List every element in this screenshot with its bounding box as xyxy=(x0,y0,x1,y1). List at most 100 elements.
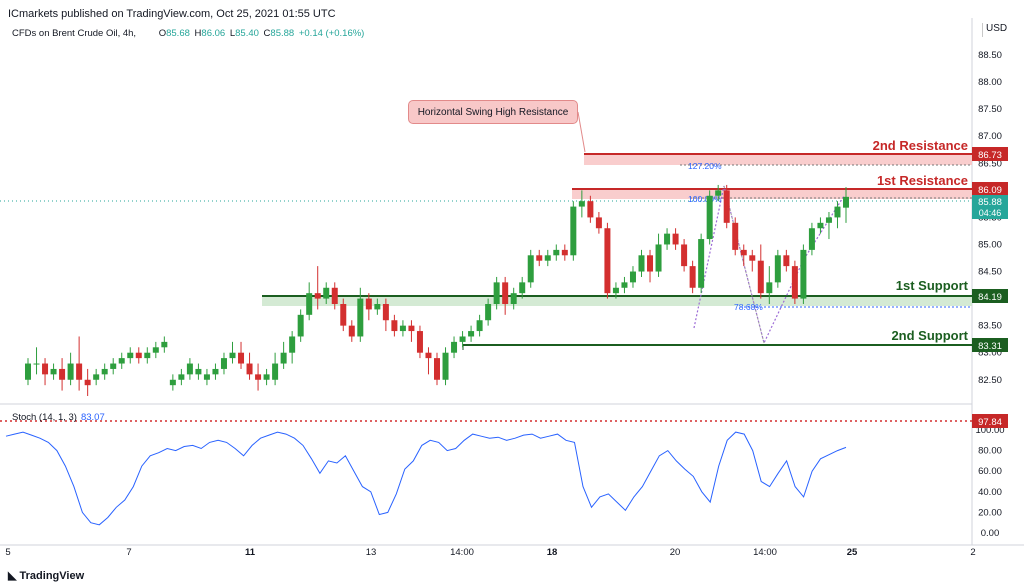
support-1-label: 1st Support xyxy=(896,278,969,293)
candle-body xyxy=(67,363,74,380)
candle-body xyxy=(595,217,602,229)
candle-body xyxy=(340,304,347,326)
candle-body xyxy=(604,228,611,294)
price-tick-3: 87.00 xyxy=(978,131,1002,142)
candle-body xyxy=(323,287,330,299)
candle-body xyxy=(50,368,57,375)
candle-body xyxy=(647,255,654,272)
time-tick-7: 14:00 xyxy=(753,547,777,558)
stoch-tick-0: 100.00 xyxy=(975,425,1004,436)
candle-body xyxy=(817,222,824,229)
candle-body xyxy=(749,255,756,261)
candle-body xyxy=(306,293,313,315)
candle-body xyxy=(621,282,628,288)
stoch-tick-4: 20.00 xyxy=(978,507,1002,518)
candle-body xyxy=(408,325,415,332)
price-tick-11: 83.00 xyxy=(978,348,1002,359)
candle-body xyxy=(272,363,279,380)
candle-body xyxy=(715,190,722,196)
candle-body xyxy=(382,304,389,321)
candle-body xyxy=(519,282,526,294)
s1-price-tag: 84.19 xyxy=(978,292,1002,303)
ohlc-open: O85.68 xyxy=(158,28,190,39)
candle-body xyxy=(459,336,466,342)
candle-body xyxy=(510,293,517,304)
candle-body xyxy=(825,217,832,223)
fib-786-label: 78.60% xyxy=(734,302,763,312)
candle-body xyxy=(527,255,534,283)
candle-body xyxy=(263,374,270,380)
price-tick-8: 84.50 xyxy=(978,267,1002,278)
candle-body xyxy=(127,352,134,359)
tv-logo-icon: ◣ xyxy=(8,570,17,582)
fib-1272-label: 127.20% xyxy=(688,161,722,171)
candle-body xyxy=(493,282,500,304)
ohlc-low: L85.40 xyxy=(229,28,259,39)
stoch-axis[interactable]: 100.00 80.00 60.00 40.00 20.00 0.00 xyxy=(975,425,1004,539)
time-axis[interactable]: 5 7 11 13 14:00 18 20 14:00 25 2 xyxy=(5,547,975,558)
candle-body xyxy=(578,201,585,207)
candle-body xyxy=(33,363,40,365)
candle-body xyxy=(42,363,49,375)
price-tick-7: 85.00 xyxy=(978,239,1002,250)
candle-body xyxy=(374,304,381,310)
candle-body xyxy=(76,363,83,380)
candle-body xyxy=(195,368,202,375)
harmonic-pattern xyxy=(693,185,845,345)
price-tick-12: 82.50 xyxy=(978,375,1002,386)
candle-body xyxy=(664,233,671,245)
candle-body xyxy=(570,206,577,256)
candle-body xyxy=(212,368,219,375)
ohlc-change: +0.14 (+0.16%) xyxy=(298,28,365,39)
candle-body xyxy=(612,287,619,294)
time-tick-5: 18 xyxy=(547,547,558,558)
candle-body xyxy=(178,374,185,380)
candle-body xyxy=(536,255,543,261)
candles-group xyxy=(25,184,849,396)
support-2-label: 2nd Support xyxy=(891,328,968,343)
price-tick-0: 88.50 xyxy=(978,50,1002,61)
candle-body xyxy=(161,341,168,348)
fib-100-label: 100.00% xyxy=(688,194,722,204)
candle-body xyxy=(59,368,66,380)
resistance-1-zone xyxy=(572,189,972,199)
candle-body xyxy=(502,282,509,304)
candle-body xyxy=(118,358,125,364)
r2-price-tag: 86.73 xyxy=(978,150,1002,161)
candle-body xyxy=(399,325,406,332)
currency-selector[interactable]: USD xyxy=(982,23,1007,37)
candle-body xyxy=(757,260,764,294)
candle-body xyxy=(834,206,841,218)
candle-body xyxy=(255,374,262,380)
candle-body xyxy=(638,255,645,272)
candle-body xyxy=(365,298,372,310)
stoch-line xyxy=(5,431,847,526)
candle-body xyxy=(689,266,696,288)
candle-body xyxy=(442,352,449,380)
time-tick-6: 20 xyxy=(670,547,681,558)
time-tick-2: 11 xyxy=(245,547,256,558)
candle-body xyxy=(238,352,245,364)
candle-body xyxy=(425,352,432,359)
candle-body xyxy=(706,195,713,240)
time-tick-0: 5 xyxy=(5,547,10,558)
stoch-tick-1: 80.00 xyxy=(978,446,1002,457)
stoch-tick-5: 0.00 xyxy=(981,528,1000,539)
candle-body xyxy=(843,196,849,208)
resistance-2-zone xyxy=(584,153,972,165)
candle-body xyxy=(416,331,423,353)
price-tick-4: 86.50 xyxy=(978,158,1002,169)
countdown-tag: 04:46 xyxy=(979,208,1002,218)
candle-body xyxy=(561,249,568,256)
ohlc-close: C85.88 xyxy=(263,28,295,39)
candle-body xyxy=(289,336,296,353)
candle-body xyxy=(723,190,730,223)
symbol-name: CFDs on Brent Crude Oil, 4h, xyxy=(12,28,137,39)
candle-body xyxy=(144,352,151,359)
candle-body xyxy=(84,379,91,386)
candle-body xyxy=(203,374,210,380)
candle-body xyxy=(110,363,117,369)
candle-body xyxy=(800,249,807,299)
time-tick-8: 25 xyxy=(847,547,858,558)
